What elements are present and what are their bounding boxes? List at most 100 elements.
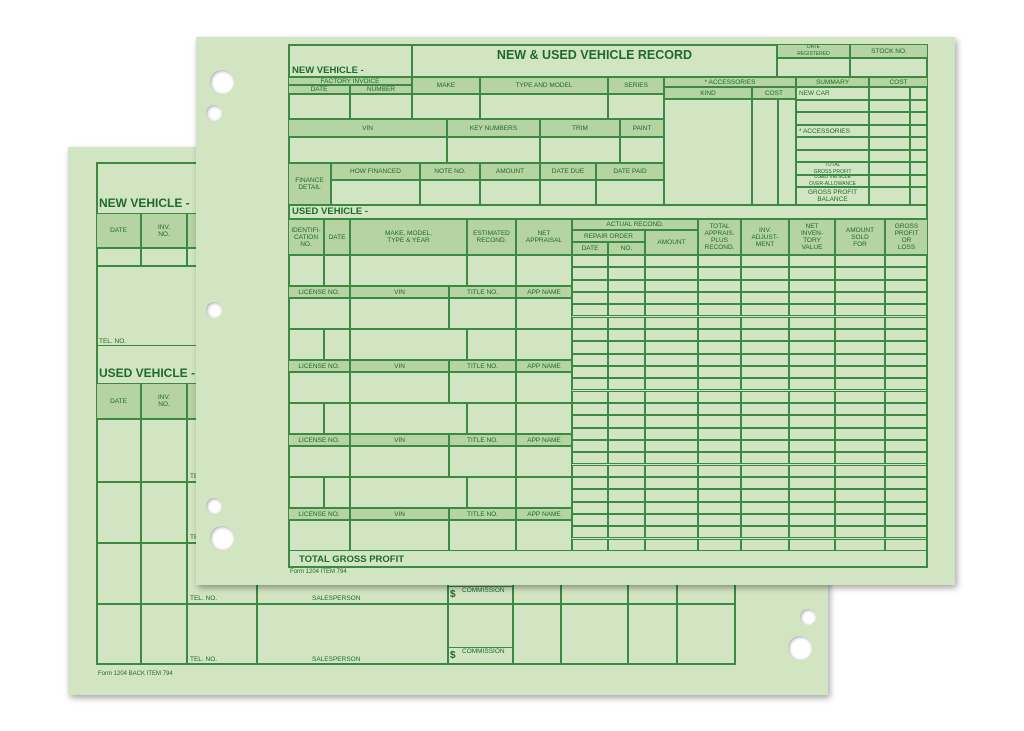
ledger-cell — [698, 452, 741, 465]
ledger-cell — [572, 439, 608, 453]
ledger-cell — [645, 329, 698, 342]
ledger-cell — [885, 304, 928, 317]
summary-row: USED VEHICLE OVER-ALLOWANCE — [796, 175, 869, 187]
ledger-cell — [698, 526, 741, 539]
ledger-cell — [608, 267, 645, 280]
ledger-cell — [789, 452, 835, 465]
form-cell — [869, 162, 910, 175]
ledger-cell — [645, 304, 698, 317]
form-cell — [420, 180, 480, 205]
ledger-cell — [835, 341, 885, 354]
ledger-cell — [698, 464, 741, 477]
ledger-cell — [835, 452, 885, 465]
form-cell — [288, 372, 350, 403]
ledger-cell — [645, 291, 698, 305]
form-cell — [910, 137, 928, 150]
form-cell — [752, 99, 778, 205]
ledger-cell — [741, 526, 789, 539]
ledger-cell — [698, 513, 741, 527]
license-header: LICENSE NO. — [288, 360, 350, 372]
form-cell — [467, 329, 516, 360]
form-cell — [350, 94, 412, 119]
ledger-cell — [698, 341, 741, 354]
ledger-cell — [608, 439, 645, 453]
form-cell — [449, 372, 516, 403]
kind-header: KIND — [664, 87, 752, 99]
ledger-cell — [789, 439, 835, 453]
form-cell — [350, 372, 449, 403]
ledger-cell — [741, 267, 789, 280]
ledger-cell — [741, 304, 789, 317]
ledger-cell — [741, 464, 789, 477]
tel-no-label: TEL. NO. — [99, 338, 127, 345]
ledger-cell — [645, 464, 698, 477]
form-cell — [516, 329, 572, 360]
factory-invoice-header: FACTORY INVOICE — [288, 77, 412, 85]
ledger-cell — [741, 415, 789, 428]
form-cell — [869, 187, 910, 205]
used-vehicle-header: NET APPRAISAL — [516, 219, 572, 255]
used-vehicle-header: TOTAL APPRAIS. PLUS RECOND. — [698, 219, 741, 255]
vin-header: VIN — [288, 119, 447, 137]
form-cell — [288, 44, 412, 77]
ledger-cell — [741, 378, 789, 391]
form-cell — [869, 100, 910, 112]
ledger-cell — [645, 316, 698, 329]
ledger-cell — [885, 255, 928, 268]
ledger-cell — [608, 390, 645, 403]
ledger-cell — [698, 353, 741, 366]
used-vehicle-header: DATE — [324, 219, 350, 255]
ledger-cell — [572, 415, 608, 428]
form-cell — [350, 477, 467, 508]
form-cell — [96, 248, 141, 266]
ledger-cell — [645, 538, 698, 551]
ledger-cell — [835, 439, 885, 453]
tel-no-label: TEL. NO. — [190, 595, 218, 602]
ledger-cell — [645, 526, 698, 539]
license-header: APP NAME — [516, 434, 572, 446]
ledger-cell — [789, 489, 835, 502]
ledger-cell — [741, 489, 789, 502]
form-cell — [324, 255, 350, 286]
ledger-cell — [885, 477, 928, 490]
ledger-cell — [835, 513, 885, 527]
front-form-sheet: NEW VEHICLE - NEW & USED VEHICLE RECORD DA… — [196, 37, 955, 585]
ledger-cell — [885, 365, 928, 379]
form-title: NEW & USED VEHICLE RECORD — [412, 44, 777, 77]
license-header: APP NAME — [516, 360, 572, 372]
ledger-cell — [608, 501, 645, 514]
form-cell — [449, 446, 516, 477]
commission-box — [448, 647, 513, 665]
ledger-cell — [789, 390, 835, 403]
ledger-cell — [645, 513, 698, 527]
cost-header: COST — [752, 87, 796, 99]
ledger-cell — [741, 403, 789, 416]
note-no-header: NOTE NO. — [420, 163, 480, 180]
ledger-cell — [835, 255, 885, 268]
repair-order-header: REPAIR ORDER — [572, 230, 645, 242]
ledger-cell — [608, 403, 645, 416]
ro-date-header: DATE — [572, 242, 608, 255]
ledger-cell — [885, 427, 928, 440]
back-row-cell — [677, 604, 736, 665]
ledger-cell — [885, 415, 928, 428]
ledger-cell — [608, 316, 645, 329]
summary-cost-header: COST — [869, 77, 928, 87]
ledger-cell — [645, 267, 698, 280]
form-cell — [350, 255, 467, 286]
form-cell — [516, 403, 572, 434]
ledger-cell — [572, 538, 608, 551]
ledger-cell — [741, 538, 789, 551]
summary-row: * ACCESSORIES — [796, 125, 869, 137]
form-cell — [350, 520, 449, 551]
ledger-cell — [608, 538, 645, 551]
ledger-cell — [789, 255, 835, 268]
ledger-cell — [572, 526, 608, 539]
form-cell — [480, 180, 540, 205]
commission-label: COMMISSION — [462, 648, 505, 655]
tel-no-label: TEL. NO. — [190, 656, 218, 663]
ledger-cell — [789, 304, 835, 317]
ledger-cell — [645, 452, 698, 465]
ledger-cell — [835, 353, 885, 366]
dollar-sign: $ — [450, 589, 456, 600]
